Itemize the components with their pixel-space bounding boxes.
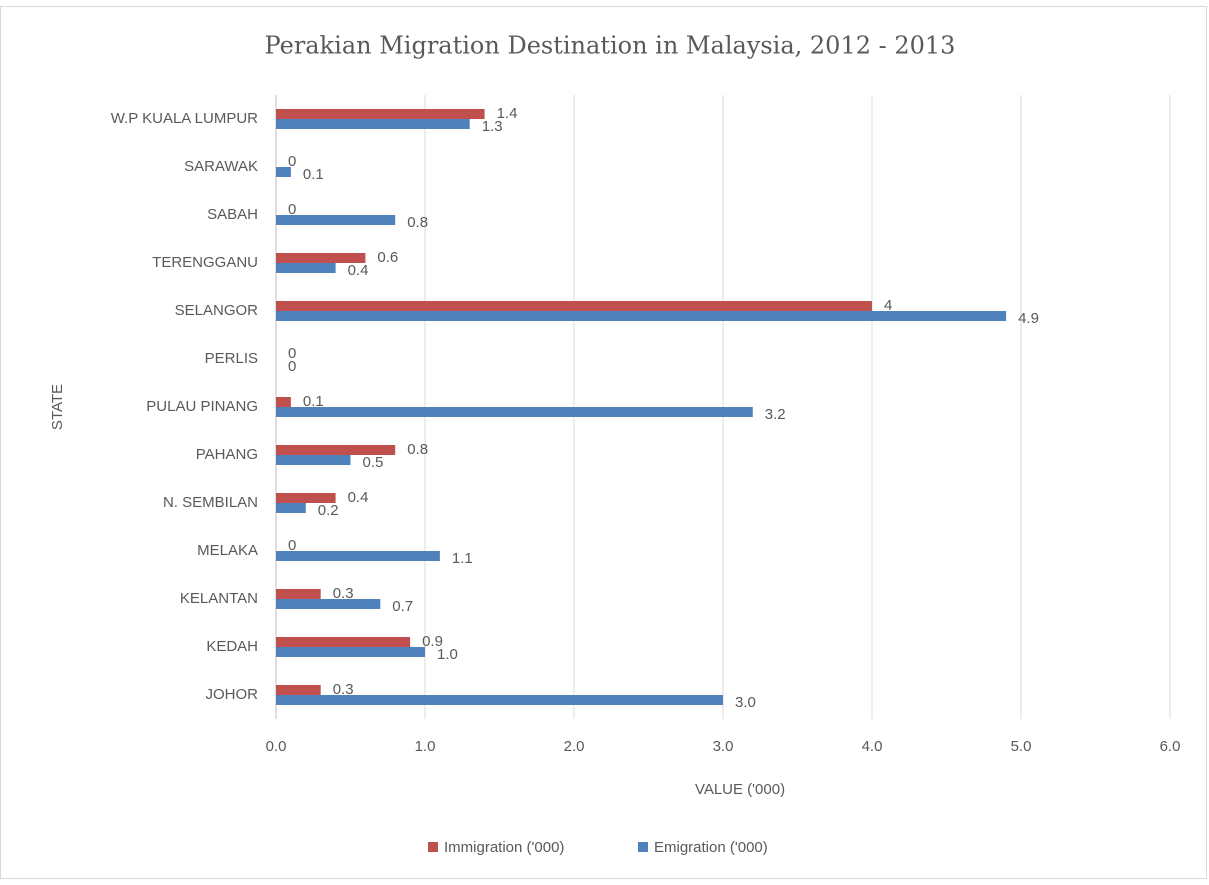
y-tick-label: TERENGGANU [152, 254, 258, 271]
y-tick-label: JOHOR [206, 686, 259, 703]
data-label: 0.4 [348, 262, 369, 279]
data-label: 1.4 [497, 105, 518, 122]
bar [276, 109, 485, 119]
data-label: 0 [288, 153, 296, 170]
legend-swatch [428, 842, 438, 852]
data-label: 3.0 [735, 694, 756, 711]
x-tick-label: 2.0 [564, 738, 585, 755]
y-tick-label: PULAU PINANG [146, 398, 258, 415]
data-label: 0.1 [303, 166, 324, 183]
bar [276, 695, 723, 705]
y-tick-label: SELANGOR [175, 302, 259, 319]
x-tick-label: 6.0 [1160, 738, 1181, 755]
bar [276, 503, 306, 513]
y-tick-label: SARAWAK [184, 158, 258, 175]
x-tick-label: 0.0 [266, 738, 287, 755]
data-label: 0.7 [392, 598, 413, 615]
bar [276, 167, 291, 177]
bar [276, 301, 872, 311]
bar [276, 685, 321, 695]
data-label: 1.1 [452, 550, 473, 567]
data-label: 1.3 [482, 118, 503, 135]
data-label: 0.3 [333, 585, 354, 602]
y-tick-label: PERLIS [205, 350, 258, 367]
bar [276, 551, 440, 561]
y-tick-label: W.P KUALA LUMPUR [111, 110, 258, 127]
bar [276, 263, 336, 273]
bar [276, 493, 336, 503]
data-label: 0.3 [333, 681, 354, 698]
legend-swatch [638, 842, 648, 852]
chart-border [0, 6, 1207, 879]
bar [276, 119, 470, 129]
data-label: 0.2 [318, 502, 339, 519]
legend-label: Emigration ('000) [654, 839, 768, 856]
chart-title: Perakian Migration Destination in Malays… [265, 32, 956, 60]
data-label: 0.6 [377, 249, 398, 266]
data-label: 0 [288, 201, 296, 218]
data-label: 3.2 [765, 406, 786, 423]
y-tick-label: PAHANG [196, 446, 258, 463]
bar [276, 455, 351, 465]
y-tick-label: KELANTAN [180, 590, 258, 607]
data-label: 0.8 [407, 441, 428, 458]
data-label: 0.1 [303, 393, 324, 410]
bar [276, 253, 366, 263]
data-label: 0.4 [348, 489, 369, 506]
data-label: 0.9 [422, 633, 443, 650]
data-label: 4.9 [1018, 310, 1039, 327]
data-label: 0 [288, 345, 296, 362]
data-label: 1.0 [437, 646, 458, 663]
x-tick-label: 3.0 [713, 738, 734, 755]
y-tick-label: KEDAH [206, 638, 258, 655]
bar [276, 311, 1007, 321]
x-axis-label: VALUE ('000) [695, 781, 785, 798]
bar [276, 647, 425, 657]
bar [276, 215, 396, 225]
data-label: 0 [288, 537, 296, 554]
x-tick-label: 4.0 [862, 738, 883, 755]
legend-label: Immigration ('000) [444, 839, 564, 856]
y-axis-label: STATE [49, 384, 66, 430]
y-tick-label: SABAH [207, 206, 258, 223]
bar [276, 637, 411, 647]
data-label: 0.8 [407, 214, 428, 231]
y-tick-label: MELAKA [197, 542, 258, 559]
data-label: 4 [884, 297, 892, 314]
bar [276, 599, 381, 609]
bar [276, 445, 396, 455]
x-tick-label: 5.0 [1011, 738, 1032, 755]
y-tick-label: N. SEMBILAN [163, 494, 258, 511]
x-tick-label: 1.0 [415, 738, 436, 755]
data-label: 0.5 [363, 454, 384, 471]
data-label: 0 [288, 358, 296, 375]
bar [276, 407, 753, 417]
bar [276, 589, 321, 599]
bar [276, 397, 291, 407]
